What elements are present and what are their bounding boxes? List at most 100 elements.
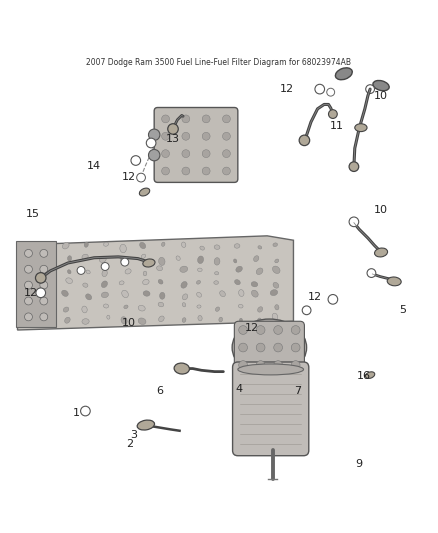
Circle shape [162,132,170,140]
Ellipse shape [138,318,146,325]
Ellipse shape [107,315,110,319]
Ellipse shape [99,257,106,262]
Circle shape [274,326,283,334]
Circle shape [148,129,160,141]
Ellipse shape [43,266,49,271]
Ellipse shape [28,306,33,312]
Circle shape [131,156,141,165]
Ellipse shape [158,279,163,284]
FancyBboxPatch shape [154,108,238,182]
Text: 11: 11 [330,122,344,131]
Ellipse shape [238,304,243,308]
Ellipse shape [275,259,279,263]
Circle shape [202,132,210,140]
Circle shape [25,313,32,321]
Circle shape [137,173,145,182]
Text: 14: 14 [87,161,101,171]
FancyBboxPatch shape [233,362,309,456]
Ellipse shape [234,244,240,248]
Ellipse shape [48,291,53,295]
Ellipse shape [62,290,68,296]
Ellipse shape [119,281,124,285]
Circle shape [239,361,247,369]
Ellipse shape [182,303,186,307]
Ellipse shape [196,280,201,284]
Ellipse shape [156,266,162,271]
Circle shape [223,150,230,158]
Ellipse shape [220,291,226,297]
Ellipse shape [272,313,278,320]
Ellipse shape [158,302,164,307]
Text: 4: 4 [235,384,242,394]
Ellipse shape [103,242,109,246]
Ellipse shape [67,270,71,274]
Circle shape [40,297,48,305]
Text: 12: 12 [122,172,136,182]
Circle shape [36,288,46,297]
Text: 12: 12 [245,323,259,333]
Ellipse shape [65,317,70,323]
Circle shape [202,167,210,175]
Text: 2007 Dodge Ram 3500 Fuel Line-Fuel Filter Diagram for 68023974AB: 2007 Dodge Ram 3500 Fuel Line-Fuel Filte… [86,59,352,68]
Ellipse shape [159,257,165,265]
Text: 12: 12 [308,292,322,302]
Circle shape [291,343,300,352]
Circle shape [182,150,190,158]
Circle shape [40,313,48,321]
Circle shape [291,361,300,369]
Ellipse shape [270,289,278,296]
Circle shape [202,115,210,123]
Ellipse shape [101,292,109,297]
Ellipse shape [143,279,149,285]
Ellipse shape [82,254,88,260]
Circle shape [239,343,247,352]
Ellipse shape [122,290,128,297]
Circle shape [223,132,230,140]
Circle shape [40,265,48,273]
Ellipse shape [29,244,32,248]
Ellipse shape [49,254,52,259]
Ellipse shape [251,290,258,297]
Circle shape [256,361,265,369]
Ellipse shape [233,259,237,263]
Ellipse shape [232,319,307,376]
Ellipse shape [140,243,146,249]
Ellipse shape [67,256,71,261]
Ellipse shape [139,188,150,196]
Ellipse shape [258,307,263,312]
Circle shape [328,295,338,304]
Ellipse shape [82,319,89,324]
Ellipse shape [120,244,126,253]
Ellipse shape [273,243,278,247]
Ellipse shape [198,268,202,272]
Ellipse shape [214,281,219,285]
Ellipse shape [143,271,147,276]
Circle shape [367,269,376,278]
Ellipse shape [214,245,220,249]
Ellipse shape [182,294,188,300]
Circle shape [328,110,337,118]
Ellipse shape [101,281,107,288]
Ellipse shape [258,318,261,322]
Ellipse shape [85,294,92,300]
Text: 12: 12 [280,84,294,94]
Text: 16: 16 [357,371,371,381]
Ellipse shape [45,306,51,312]
Circle shape [366,85,374,93]
Circle shape [162,167,170,175]
Circle shape [349,162,359,172]
Ellipse shape [103,304,109,308]
Ellipse shape [200,246,205,250]
Text: 1: 1 [73,408,80,418]
Ellipse shape [275,305,279,310]
Ellipse shape [239,289,244,296]
Circle shape [25,281,32,289]
Circle shape [162,115,170,123]
Circle shape [274,361,283,369]
Ellipse shape [236,266,242,272]
Ellipse shape [239,318,243,322]
Ellipse shape [66,278,72,284]
Text: 15: 15 [26,209,40,219]
Circle shape [101,263,109,270]
Ellipse shape [48,281,53,287]
